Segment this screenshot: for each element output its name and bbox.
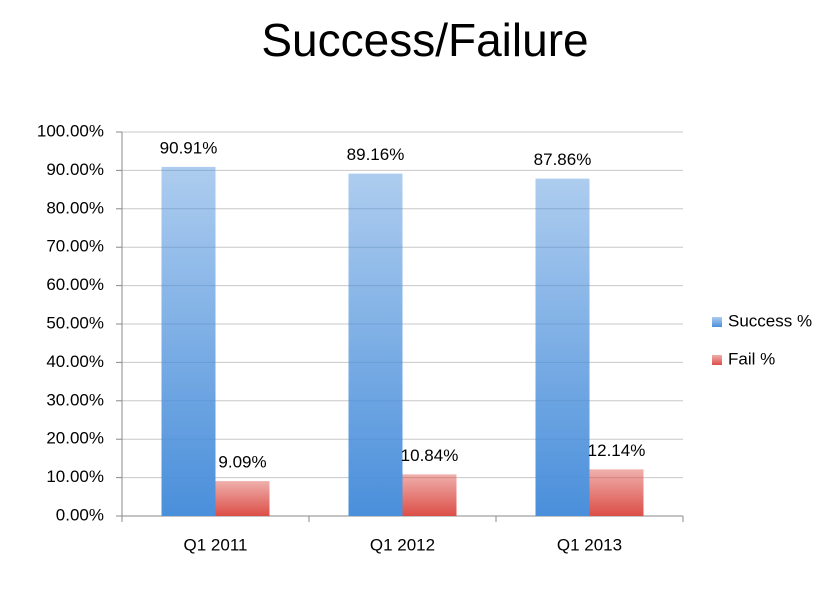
bar [215, 481, 270, 516]
y-tick-label: 10.00% [46, 467, 104, 486]
value-label: 9.09% [218, 453, 266, 472]
value-label: 87.86% [534, 150, 592, 169]
legend-label: Fail % [728, 349, 775, 368]
x-tick-label: Q1 2011 [184, 535, 248, 554]
y-tick-label: 20.00% [46, 429, 104, 448]
bar [535, 178, 590, 516]
bar [161, 166, 216, 517]
y-tick-label: 60.00% [46, 275, 104, 294]
chart-title: Success/Failure [261, 14, 588, 66]
x-tick-label: Q1 2013 [557, 535, 622, 554]
y-tick-label: 80.00% [46, 198, 104, 217]
bar [589, 469, 644, 516]
value-label: 90.91% [160, 138, 218, 157]
legend-swatch [712, 317, 722, 327]
value-label: 12.14% [588, 441, 646, 460]
legend-label: Success % [728, 311, 812, 330]
y-tick-label: 100.00% [37, 121, 104, 140]
value-label: 10.84% [401, 446, 459, 465]
y-tick-label: 90.00% [46, 160, 104, 179]
bar [348, 173, 403, 516]
legend-swatch [712, 355, 722, 365]
y-tick-label: 30.00% [46, 390, 104, 409]
y-tick-label: 0.00% [56, 505, 104, 524]
y-tick-label: 50.00% [46, 313, 104, 332]
x-tick-label: Q1 2012 [370, 535, 435, 554]
y-tick-label: 40.00% [46, 352, 104, 371]
value-label: 89.16% [347, 145, 405, 164]
bar [402, 474, 457, 516]
y-tick-label: 70.00% [46, 237, 104, 256]
